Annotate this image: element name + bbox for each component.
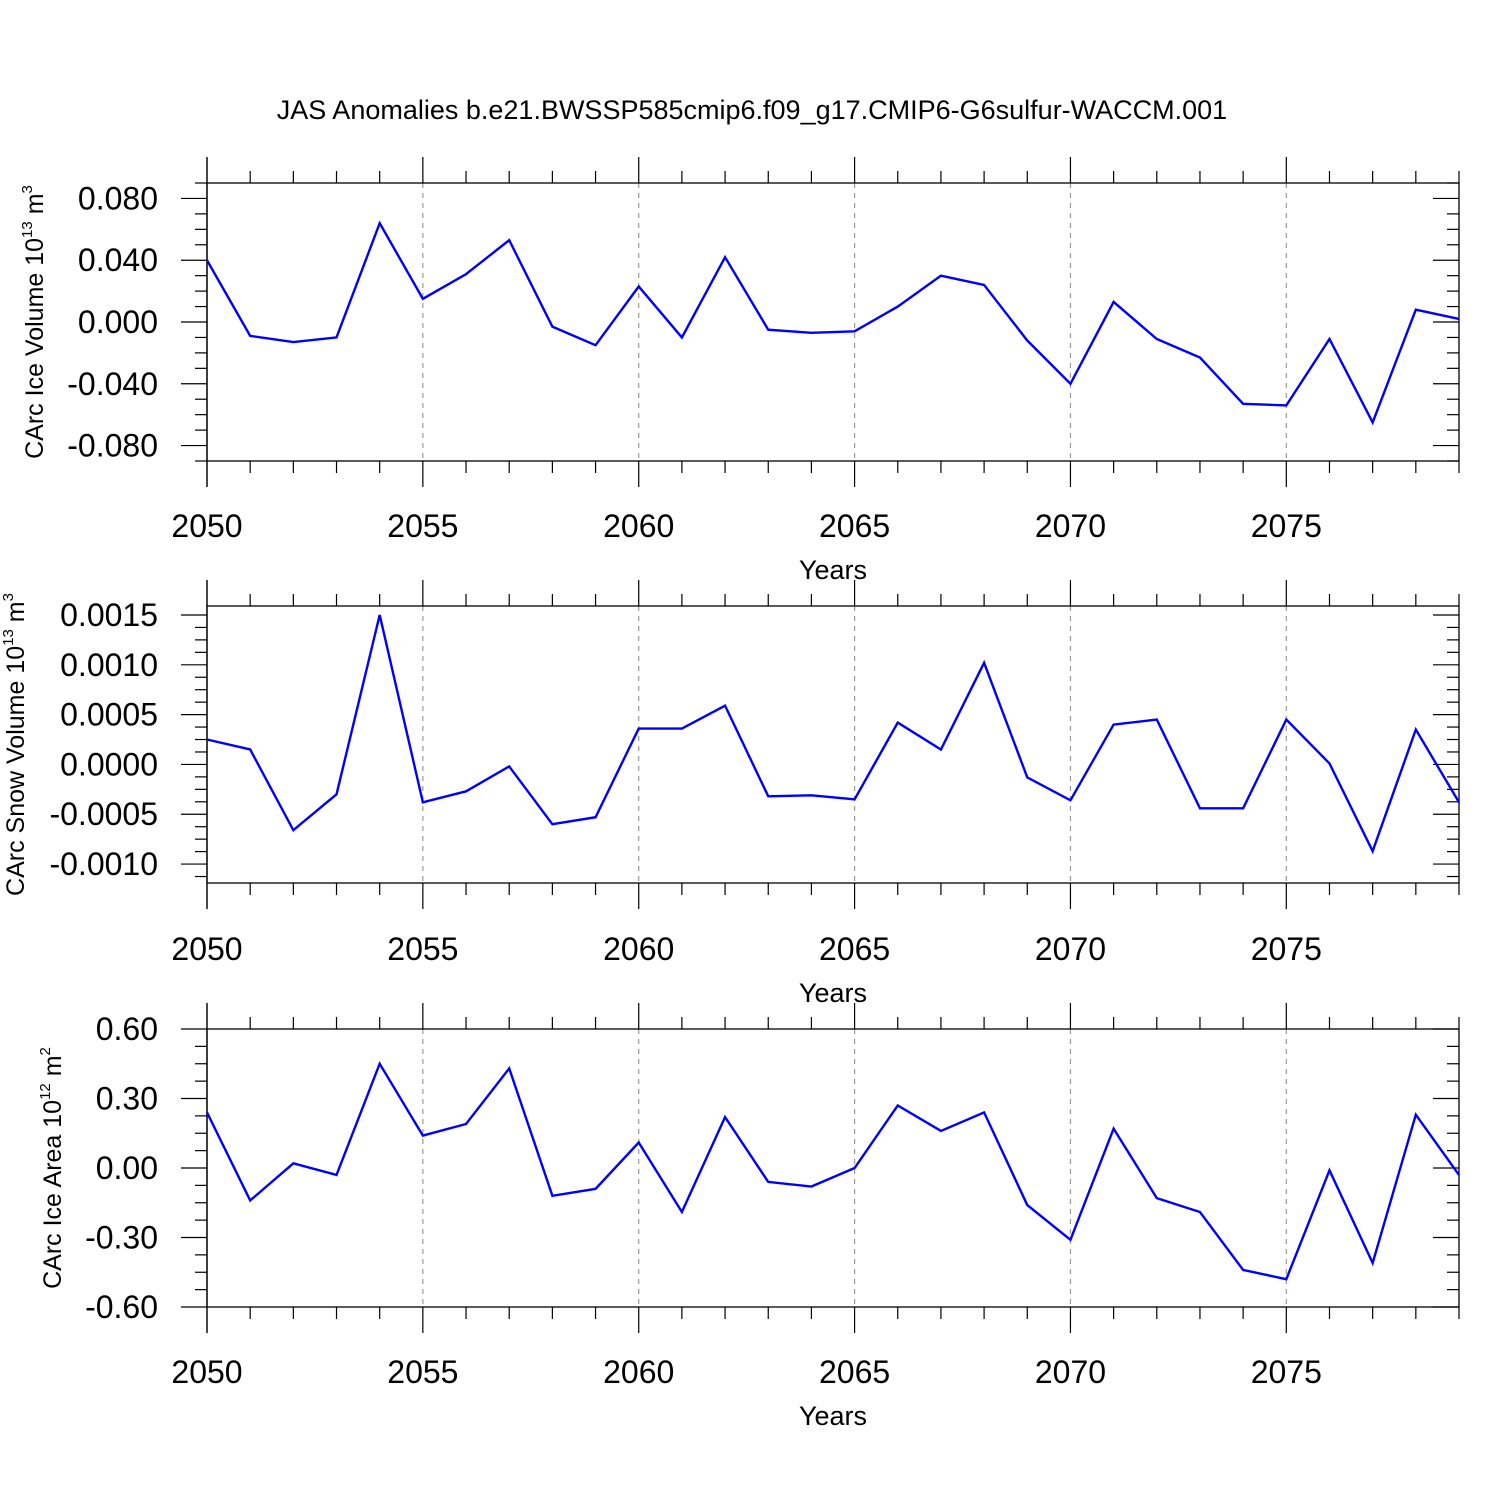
y-tick-label: 0.080 — [78, 180, 158, 216]
y-axis — [181, 614, 1459, 878]
y-tick-label: 0.00 — [96, 1150, 158, 1186]
x-tick-label: 2065 — [819, 508, 890, 544]
chart-panel-3: -0.60 -0.30 0.00 0.30 0.60 2050 2055 2060 2065 20… — [37, 1003, 1460, 1431]
chart-panel-2: -0.0010 -0.0005 0.0000 0.0005 0.0010 0.0015 20… — [0, 580, 1461, 1008]
series-line — [205, 1061, 1460, 1281]
series-line — [205, 220, 1460, 426]
x-tick-label: 2060 — [603, 931, 674, 967]
x-axis-title: Years — [799, 555, 867, 585]
x-tick-label: 2050 — [171, 1354, 242, 1390]
y-tick-label: -0.080 — [67, 428, 158, 464]
chart-panel-1: -0.080 -0.040 0.000 0.040 0.080 2050 2055 2060 2… — [19, 157, 1460, 585]
x-tick-label: 2070 — [1035, 508, 1106, 544]
y-tick-label: 0.0010 — [60, 647, 158, 683]
x-tick-label: 2055 — [387, 931, 458, 967]
y-tick-label: -0.0005 — [49, 796, 158, 832]
y-tick-label: 0.0005 — [60, 697, 158, 733]
x-tick-label: 2055 — [387, 508, 458, 544]
x-tick-label: 2075 — [1251, 508, 1322, 544]
series-line — [206, 614, 1461, 855]
x-axis — [206, 580, 1460, 909]
panels: -0.080 -0.040 0.000 0.040 0.080 2050 2055 2060 2… — [0, 157, 1461, 1431]
y-axis-title: CArc Snow Volume 1013 m3 — [0, 593, 30, 896]
x-tick-label: 2075 — [1251, 931, 1322, 967]
x-tick-label: 2060 — [603, 1354, 674, 1390]
x-axis — [206, 157, 1460, 487]
x-tick-label: 2065 — [819, 1354, 890, 1390]
y-tick-label: 0.60 — [96, 1011, 158, 1047]
y-tick-label: 0.30 — [96, 1081, 158, 1117]
y-axis — [181, 182, 1459, 462]
y-axis — [181, 1028, 1459, 1308]
x-axis-title: Years — [799, 1401, 867, 1431]
y-tick-label: -0.60 — [85, 1289, 158, 1325]
x-tick-label: 2060 — [603, 508, 674, 544]
x-tick-label: 2070 — [1035, 931, 1106, 967]
x-tick-label: 2055 — [387, 1354, 458, 1390]
plot-frame — [206, 1028, 1460, 1308]
plot-frame — [206, 605, 1460, 884]
x-axis-title: Years — [799, 978, 867, 1008]
y-tick-label: -0.30 — [85, 1220, 158, 1256]
x-tick-label: 2065 — [819, 931, 890, 967]
x-tick-label: 2050 — [171, 931, 242, 967]
plot-frame — [206, 182, 1460, 462]
x-axis — [206, 1003, 1460, 1333]
y-tick-label: 0.0000 — [60, 746, 158, 782]
y-axis-title: CArc Ice Volume 1013 m3 — [19, 185, 49, 459]
y-tick-label: 0.000 — [78, 304, 158, 340]
y-tick-label: 0.040 — [78, 242, 158, 278]
x-tick-label: 2050 — [171, 508, 242, 544]
y-axis-title: CArc Ice Area 1012 m2 — [37, 1047, 67, 1289]
y-tick-label: -0.0010 — [49, 846, 158, 882]
chart-title: JAS Anomalies b.e21.BWSSP585cmip6.f09_g1… — [277, 95, 1227, 125]
y-tick-label: 0.0015 — [60, 597, 158, 633]
x-tick-label: 2070 — [1035, 1354, 1106, 1390]
x-tick-label: 2075 — [1251, 1354, 1322, 1390]
y-tick-label: -0.040 — [67, 366, 158, 402]
